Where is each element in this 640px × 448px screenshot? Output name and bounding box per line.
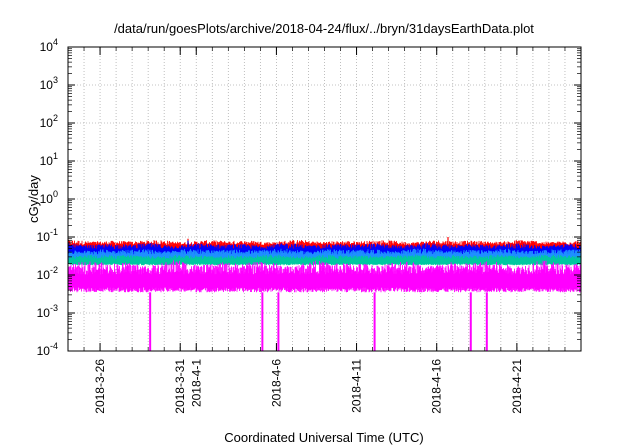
chart-title: /data/run/goesPlots/archive/2018-04-24/f… [114, 21, 534, 36]
x-tick-label: 2018-3-26 [93, 359, 107, 414]
x-tick-label: 2018-4-6 [269, 359, 283, 407]
y-tick-label: 10-1 [37, 227, 58, 244]
y-tick-label: 10-3 [37, 303, 58, 320]
y-tick-label: 10-2 [37, 265, 58, 282]
y-tick-label: 10-4 [37, 341, 58, 358]
series-4-band [68, 260, 581, 293]
x-tick-label: 2018-4-11 [350, 359, 364, 413]
x-axis-label: Coordinated Universal Time (UTC) [224, 430, 423, 445]
series-3-band [68, 254, 581, 266]
y-tick-label: 102 [40, 113, 58, 130]
y-tick-label: 104 [40, 37, 58, 54]
series-group [68, 237, 581, 351]
x-tick-label: 2018-4-1 [189, 359, 203, 407]
y-axis-ticks: 10-4 10-3 10-2 10-1 100 101 102 103 104 [37, 37, 581, 358]
x-tick-label: 2018-3-31 [173, 359, 187, 414]
y-tick-label: 100 [40, 189, 58, 206]
y-axis-label: cGy/day [26, 175, 41, 223]
grid-lines [68, 46, 581, 352]
x-tick-label: 2018-4-21 [510, 359, 524, 414]
x-axis-ticks: 2018-3-26 2018-3-31 2018-4-1 2018-4-6 2018-4… [83, 47, 566, 414]
x-tick-label: 2018-4-16 [430, 359, 444, 414]
y-tick-label: 103 [40, 75, 58, 92]
y-tick-label: 101 [40, 151, 58, 168]
